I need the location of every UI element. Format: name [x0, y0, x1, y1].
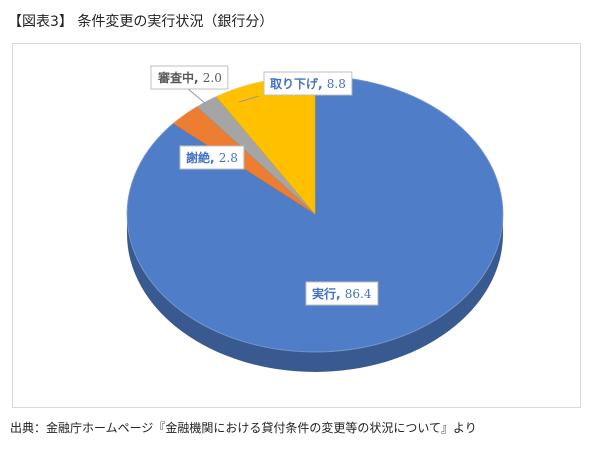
data-label-category-2: 謝絶 [186, 150, 210, 165]
leader-line-4 [238, 95, 260, 103]
data-label-box-3 [150, 65, 229, 90]
data-label-category-3: 審査中 [157, 70, 194, 85]
data-label-text-3: 審査中, 2.0 [157, 70, 222, 85]
data-label-sep-1: , [336, 287, 345, 301]
data-label-box-1 [305, 281, 379, 306]
data-label-4: 取り下げ, 8.8 [263, 71, 353, 96]
data-label-sep-2: , [210, 151, 219, 165]
data-label-text-4: 取り下げ, 8.8 [270, 76, 346, 91]
pie-chart: 実行, 86.4 謝絶, 2.8 審査中, 2.0 取り下げ, 8.8 [126, 65, 504, 372]
source-note: 出典：金融庁ホームページ『金融機関における貸付条件の変更等の状況について』より [10, 421, 477, 435]
data-label-box-2 [179, 145, 245, 170]
figure-title: 【図表3】 条件変更の実行状況（銀行分） [8, 14, 274, 30]
data-label-sep-4: , [318, 77, 327, 91]
data-label-text-1: 実行, 86.4 [312, 286, 372, 301]
data-label-2: 謝絶, 2.8 [179, 145, 245, 170]
data-label-3: 審査中, 2.0 [150, 65, 229, 90]
data-label-value-3: 2.0 [203, 71, 222, 85]
chart-area: 実行, 86.4 謝絶, 2.8 審査中, 2.0 取り下げ, 8.8 [12, 43, 581, 408]
data-label-category-4: 取り下げ [270, 76, 319, 91]
data-label-category-1: 実行 [312, 286, 336, 301]
data-label-text-2: 謝絶, 2.8 [186, 150, 238, 165]
data-label-value-1: 86.4 [345, 287, 372, 301]
data-label-1: 実行, 86.4 [305, 281, 379, 306]
data-label-value-2: 2.8 [219, 151, 238, 165]
data-label-box-4 [263, 71, 353, 96]
data-label-sep-3: , [194, 71, 203, 85]
data-label-value-4: 8.8 [327, 77, 346, 91]
leader-line-3 [186, 87, 207, 105]
